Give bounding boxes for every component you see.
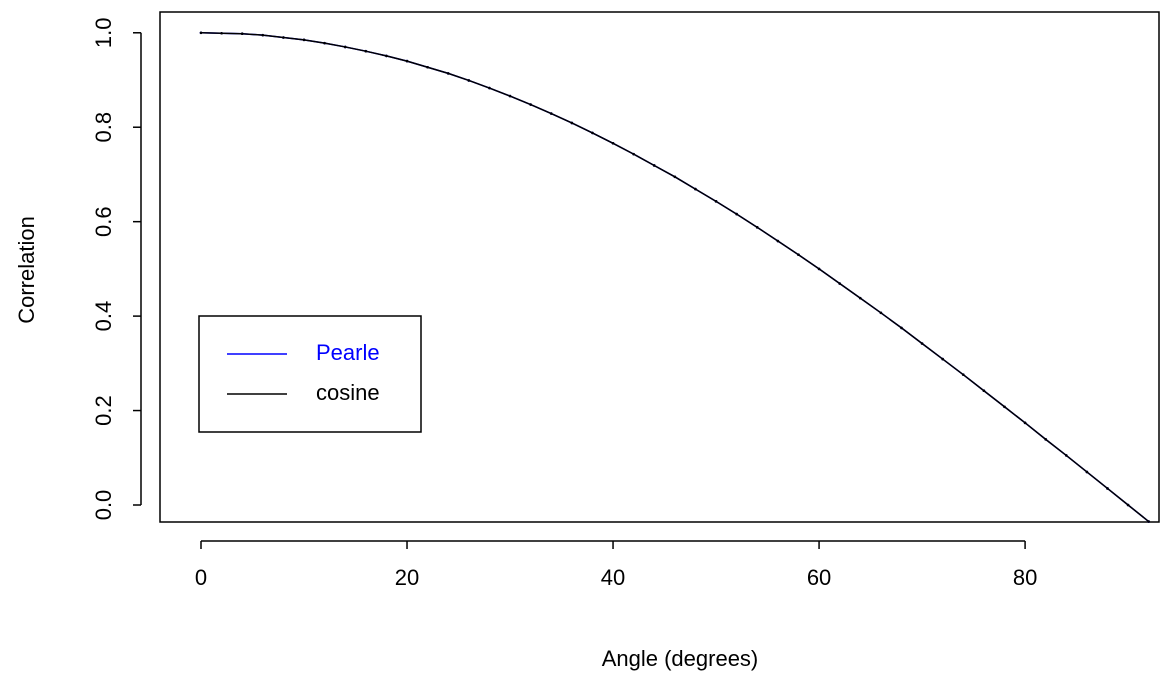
series-point: [364, 49, 368, 53]
legend-box: [198, 315, 422, 433]
series-point: [261, 33, 265, 37]
series-point: [858, 296, 862, 300]
series-point: [879, 311, 883, 315]
series-point: [941, 357, 944, 361]
series-point: [755, 226, 759, 229]
y-tick-label: 0.2: [91, 395, 116, 426]
series-point: [982, 389, 986, 393]
series-point: [343, 45, 347, 49]
series-point: [652, 164, 656, 167]
series-point: [735, 212, 738, 216]
series-point: [529, 103, 532, 106]
series-point: [817, 267, 821, 271]
y-tick-label: 0.8: [91, 112, 116, 143]
x-tick-label: 40: [601, 565, 625, 590]
series-point: [385, 54, 388, 58]
y-axis-title: Correlation: [14, 216, 39, 324]
series-point: [1106, 487, 1109, 490]
x-tick-label: 20: [395, 565, 419, 590]
series-line: [200, 32, 1150, 523]
series-point: [591, 131, 594, 135]
series-point: [1085, 470, 1089, 474]
series-point: [797, 253, 800, 257]
x-axis-title: Angle (degrees): [602, 646, 759, 671]
series-point: [694, 187, 697, 191]
series-point: [673, 175, 677, 179]
plot-frame: [159, 11, 1160, 523]
series-point: [302, 38, 306, 42]
series-point: [900, 326, 903, 330]
series-point: [920, 342, 924, 345]
series-point: [714, 200, 718, 203]
series-point: [282, 36, 285, 39]
series-point: [632, 152, 635, 156]
series-point: [961, 373, 965, 376]
y-tick-label: 0.6: [91, 206, 116, 237]
series-point: [508, 94, 512, 98]
series-point: [446, 72, 450, 75]
series-point: [426, 65, 429, 69]
series-point: [776, 239, 780, 243]
y-tick-label: 0.0: [91, 490, 116, 521]
series-point: [1044, 438, 1047, 441]
series-point: [1126, 503, 1130, 507]
series-point: [488, 86, 491, 90]
series-line: [200, 32, 1150, 523]
y-tick-label: 1.0: [91, 17, 116, 48]
series-point: [570, 121, 574, 125]
x-tick-label: 60: [807, 565, 831, 590]
y-tick-label: 0.4: [91, 301, 116, 332]
series-point: [467, 79, 471, 82]
series-point: [1003, 405, 1006, 409]
series-point: [220, 31, 223, 35]
x-tick-label: 0: [195, 565, 207, 590]
series-point: [323, 41, 326, 45]
series-point: [240, 32, 244, 36]
legend-label: Pearle: [316, 340, 380, 365]
legend-label: cosine: [316, 380, 380, 405]
x-tick-label: 80: [1013, 565, 1037, 590]
series-point: [1147, 520, 1150, 523]
series-point: [838, 282, 841, 285]
series-point: [405, 59, 409, 63]
series-point: [199, 31, 203, 35]
series-point: [1023, 421, 1027, 425]
series-point: [549, 112, 553, 115]
series-point: [611, 141, 615, 145]
series-point: [1064, 454, 1068, 457]
